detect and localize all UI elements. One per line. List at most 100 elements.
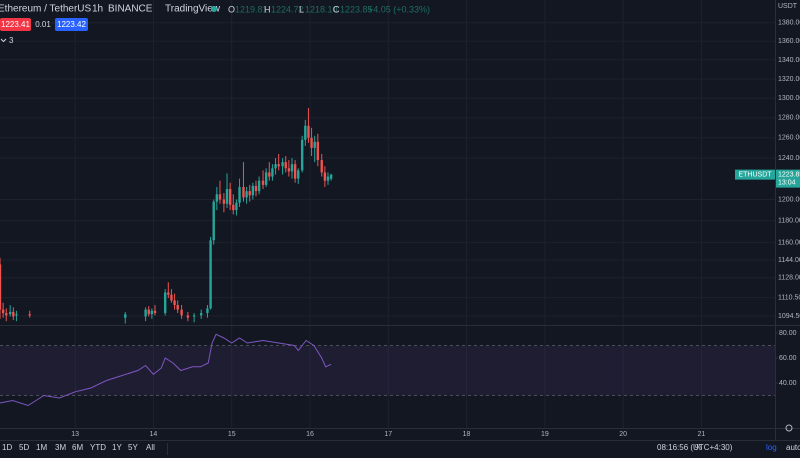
candle-body <box>248 191 251 196</box>
currency[interactable]: USDT <box>778 3 798 10</box>
y-tick-label: 1380.00 <box>778 20 800 27</box>
interval[interactable]: 1h <box>92 4 103 15</box>
candle-body <box>28 314 31 316</box>
candle-body <box>320 160 323 173</box>
toolbar: 08:16:56 (UTC+4:30) % log auto 1D 5D 1M 3M 6… <box>2 443 800 455</box>
range-button[interactable]: YTD <box>90 443 106 452</box>
candle-body <box>150 310 154 315</box>
candle-body <box>277 164 280 167</box>
candle-body <box>225 189 229 204</box>
auto-toggle[interactable]: auto <box>786 443 800 452</box>
candle-body <box>251 185 255 196</box>
last-price-bg <box>776 169 800 188</box>
candle-body <box>228 189 232 205</box>
x-tick-label: 19 <box>541 431 549 438</box>
candle-body <box>235 202 238 211</box>
candle-body <box>199 313 203 316</box>
rsi-pane <box>0 333 775 407</box>
symbol-tag: ETHUSDT <box>738 171 772 178</box>
range-button[interactable]: 1D <box>2 443 12 452</box>
candle-body <box>167 292 170 295</box>
axes: 1094.50 1110.50 1128.00 1144.00 1160.00 1180.… <box>71 20 800 438</box>
buy-price[interactable]: 1223.42 <box>57 20 86 29</box>
h-value: 1224.72 <box>271 4 304 14</box>
candle-body <box>192 315 196 317</box>
candle-body <box>310 137 313 148</box>
range-button[interactable]: 5Y <box>128 443 138 452</box>
sell-price[interactable]: 1223.41 <box>1 20 30 29</box>
y-tick-label: 1340.00 <box>778 57 800 64</box>
candle-body <box>176 305 179 310</box>
candle-body <box>300 139 304 171</box>
y-tick-label: 1260.00 <box>778 135 800 142</box>
y-tick-label: 1144.00 <box>778 257 800 264</box>
log-toggle[interactable]: log <box>766 443 777 452</box>
y-tick-label: 60.00 <box>779 355 797 362</box>
clock: 08:16:56 (UTC+4:30) <box>657 443 733 452</box>
x-tick-label: 18 <box>463 431 471 438</box>
candle-body <box>326 176 330 181</box>
c-value: 1223.85 <box>340 4 373 14</box>
collapse-icon[interactable] <box>0 38 7 43</box>
range-button[interactable]: 5D <box>19 443 29 452</box>
candle-body <box>144 309 147 317</box>
h-label: H <box>264 4 271 14</box>
y-tick-label: 1128.00 <box>778 275 800 282</box>
candle-body <box>268 172 271 177</box>
candle-body <box>274 164 277 169</box>
status-dot <box>211 6 217 12</box>
candle-body <box>0 264 2 310</box>
candle-body <box>12 311 15 317</box>
candle-body <box>238 186 241 203</box>
change: +4.05 (+0.33%) <box>368 4 430 14</box>
sell-button[interactable] <box>0 18 31 31</box>
spread: 0.01 <box>35 20 51 29</box>
candle-body <box>173 300 176 306</box>
range-button[interactable]: 1Y <box>112 443 122 452</box>
y-tick-label: 1094.50 <box>778 313 800 320</box>
candle-body <box>323 172 327 181</box>
candle-body <box>147 309 150 315</box>
buy-button[interactable] <box>55 18 88 31</box>
candle-body <box>254 185 258 192</box>
candle-body <box>8 311 12 315</box>
candle-body <box>186 315 190 318</box>
x-tick-label: 14 <box>150 431 158 438</box>
candle-body <box>124 314 127 318</box>
y-tick-label: 1280.00 <box>778 115 800 122</box>
candle-body <box>281 162 284 167</box>
settings-icon[interactable] <box>785 424 793 432</box>
candle-body <box>153 310 157 314</box>
candle-body <box>245 191 248 198</box>
y-tick-label: 1240.00 <box>778 155 800 162</box>
range-button[interactable]: 6M <box>72 443 83 452</box>
candle-body <box>212 201 215 241</box>
candle-body <box>297 170 300 179</box>
x-tick-label: 16 <box>306 431 314 438</box>
range-button[interactable]: All <box>146 443 155 452</box>
price-pane <box>0 108 333 324</box>
x-tick-label: 17 <box>384 431 392 438</box>
range-button[interactable]: 1M <box>36 443 47 452</box>
candle-body <box>271 168 274 177</box>
y-tick-label: 1200.00 <box>778 196 800 203</box>
y-tick-label: 1360.00 <box>778 38 800 45</box>
candle-body <box>304 125 307 140</box>
candle-body <box>170 294 173 301</box>
candle-body <box>180 309 183 316</box>
candle-body <box>222 199 226 204</box>
candle-body <box>232 204 235 211</box>
y-tick-label: 1160.00 <box>778 239 800 246</box>
range-button[interactable]: 3M <box>55 443 66 452</box>
candle-body <box>218 194 222 200</box>
indicator-count[interactable]: 3 <box>9 36 14 45</box>
candle-body <box>307 125 310 138</box>
candle-body <box>261 180 265 185</box>
candle-body <box>209 240 212 309</box>
countdown: 13:04 <box>778 179 796 186</box>
percent-toggle[interactable]: % <box>695 443 702 452</box>
candle-body <box>257 180 261 192</box>
candle-body <box>5 313 8 316</box>
candle-body <box>329 174 333 179</box>
